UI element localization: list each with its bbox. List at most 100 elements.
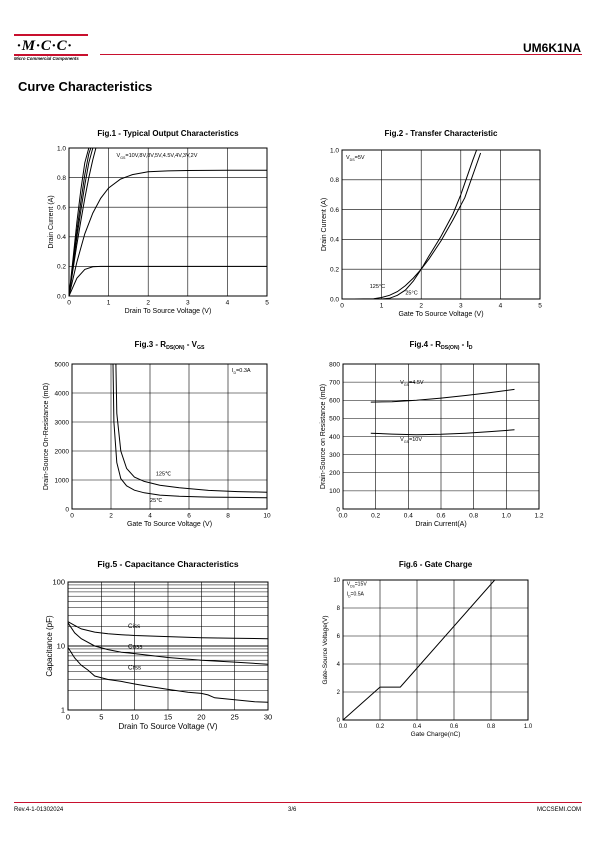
y-tick-label: 100 bbox=[52, 578, 65, 587]
x-tick-label: 0 bbox=[66, 713, 70, 722]
y-tick-label: 2 bbox=[337, 690, 341, 696]
annotation: ID=0.5A bbox=[347, 591, 365, 598]
footer-rule bbox=[14, 802, 582, 803]
footer-page: 3/6 bbox=[288, 807, 297, 813]
fig4-chart: Fig.4 - RDS(ON) - ID 0.0 0.2 0.4 0.6 0.8 1.0 1.… bbox=[320, 340, 544, 528]
chart-title: Fig.6 - Gate Charge bbox=[399, 560, 473, 569]
y-axis-label: Capacitance (pF) bbox=[45, 615, 54, 677]
y-tick-label: 6 bbox=[337, 634, 341, 640]
y-tick-label: 5000 bbox=[55, 361, 70, 368]
y-tick-label: 0.4 bbox=[330, 237, 339, 244]
plot-frame bbox=[71, 363, 268, 510]
series-line-2 bbox=[353, 150, 478, 299]
logo-text: ·M·C·C· bbox=[17, 38, 73, 54]
plot-frame bbox=[342, 579, 529, 721]
annotation: VGS=10V bbox=[400, 437, 422, 444]
series-line-2 bbox=[112, 364, 267, 499]
x-tick-label: 1 bbox=[380, 303, 384, 310]
x-tick-label: 0.4 bbox=[404, 513, 413, 520]
series-line-6 bbox=[69, 265, 267, 296]
x-tick-label: 1.0 bbox=[524, 724, 533, 730]
y-tick-label: 8 bbox=[337, 606, 341, 612]
annotation: Crss bbox=[128, 664, 141, 671]
y-tick-label: 0.0 bbox=[330, 296, 339, 303]
chart-title: Fig.3 - RDS(ON) - VGS bbox=[135, 340, 206, 351]
x-tick-label: 0.0 bbox=[339, 724, 348, 730]
series-line-4 bbox=[69, 148, 97, 296]
x-axis-label: Drain To Source Voltage (V) bbox=[125, 308, 212, 315]
x-tick-label: 30 bbox=[264, 713, 272, 722]
x-axis-label: Gate To Source Voltage (V) bbox=[127, 521, 212, 528]
y-tick-label: 100 bbox=[329, 488, 340, 495]
series-line-2 bbox=[68, 622, 268, 665]
x-tick-label: 1 bbox=[107, 300, 111, 307]
x-axis-label: Gate Charge(nC) bbox=[411, 731, 461, 738]
footer-website: MCCSEMI.COM bbox=[537, 807, 581, 813]
x-tick-label: 0.0 bbox=[338, 513, 347, 520]
chart-title: Fig.4 - RDS(ON) - ID bbox=[409, 340, 472, 351]
y-tick-label: 0.6 bbox=[330, 207, 339, 214]
annotation: VDS=5V bbox=[346, 155, 365, 162]
x-tick-label: 0 bbox=[70, 513, 74, 520]
y-tick-label: 0.2 bbox=[57, 264, 66, 271]
y-tick-label: 0.2 bbox=[330, 266, 339, 273]
x-tick-label: 4 bbox=[226, 300, 230, 307]
fig2-chart: Fig.2 - Transfer Characteristic 0 1 2 3 4 5 0.0… bbox=[321, 129, 542, 318]
plot-frame bbox=[68, 147, 268, 297]
x-tick-label: 1.2 bbox=[534, 513, 543, 520]
logo-top-bar bbox=[14, 34, 88, 36]
y-tick-label: 4000 bbox=[55, 390, 70, 397]
y-tick-label: 700 bbox=[329, 379, 340, 386]
x-axis-label: Drain To Source Voltage (V) bbox=[118, 722, 217, 731]
x-axis-label: Gate To Source Voltage (V) bbox=[398, 311, 483, 318]
x-tick-label: 25 bbox=[230, 713, 238, 722]
series-line-1 bbox=[68, 621, 268, 640]
y-tick-label: 0.4 bbox=[57, 234, 66, 241]
x-tick-label: 10 bbox=[130, 713, 138, 722]
mcc-logo: ·M·C·C· Micro Commercial Components bbox=[14, 32, 94, 66]
y-tick-label: 0.0 bbox=[57, 293, 66, 300]
x-tick-label: 15 bbox=[164, 713, 172, 722]
plot-frame bbox=[341, 149, 541, 300]
annotation: VDS=15V bbox=[347, 582, 368, 589]
y-tick-label: 0.8 bbox=[57, 175, 66, 182]
y-tick-label: 0 bbox=[65, 506, 69, 513]
y-tick-label: 1 bbox=[61, 706, 65, 715]
x-tick-label: 3 bbox=[459, 303, 463, 310]
y-tick-label: 1.0 bbox=[57, 145, 66, 152]
x-tick-label: 1.0 bbox=[502, 513, 511, 520]
y-tick-label: 0.6 bbox=[57, 204, 66, 211]
footer-revision: Rev.4-1-01302024 bbox=[14, 807, 64, 813]
x-tick-label: 2 bbox=[146, 300, 150, 307]
x-tick-label: 0 bbox=[67, 300, 71, 307]
fig6-chart: Fig.6 - Gate Charge 0.0 0.2 0.4 0.6 0.8 1.0 0 2 4… bbox=[322, 560, 533, 738]
y-tick-label: 800 bbox=[329, 361, 340, 368]
y-tick-label: 0 bbox=[336, 506, 340, 513]
fig1-chart: Fig.1 - Typical Output Characteristics 0 1… bbox=[48, 129, 269, 315]
annotation: Ciss bbox=[128, 623, 140, 630]
section-title: Curve Characteristics bbox=[18, 79, 153, 94]
y-axis-label: Drain Current (A) bbox=[321, 198, 328, 251]
y-tick-label: 400 bbox=[329, 434, 340, 441]
chart-title: Fig.1 - Typical Output Characteristics bbox=[97, 129, 239, 138]
y-tick-label: 200 bbox=[329, 470, 340, 477]
fig5-chart: Fig.5 - Capacitance Characteristics 0 5 10 1… bbox=[45, 559, 272, 731]
logo-bottom-bar bbox=[14, 54, 88, 56]
y-tick-label: 4 bbox=[337, 662, 341, 668]
x-tick-label: 0.6 bbox=[450, 724, 459, 730]
y-tick-label: 10 bbox=[57, 642, 65, 651]
annotation: ID=0.3A bbox=[232, 368, 251, 375]
y-tick-label: 1.0 bbox=[330, 147, 339, 154]
header-rule bbox=[100, 54, 582, 55]
x-tick-label: 0.6 bbox=[436, 513, 445, 520]
y-tick-label: 300 bbox=[329, 452, 340, 459]
x-tick-label: 5 bbox=[538, 303, 542, 310]
x-tick-label: 4 bbox=[148, 513, 152, 520]
y-tick-label: 10 bbox=[333, 578, 340, 584]
y-tick-label: 3000 bbox=[55, 419, 70, 426]
x-tick-label: 10 bbox=[263, 513, 271, 520]
series-line-1 bbox=[115, 364, 267, 493]
y-tick-label: 1000 bbox=[55, 477, 70, 484]
y-tick-label: 0 bbox=[337, 718, 341, 724]
x-axis-label: Drain Current(A) bbox=[415, 521, 466, 528]
